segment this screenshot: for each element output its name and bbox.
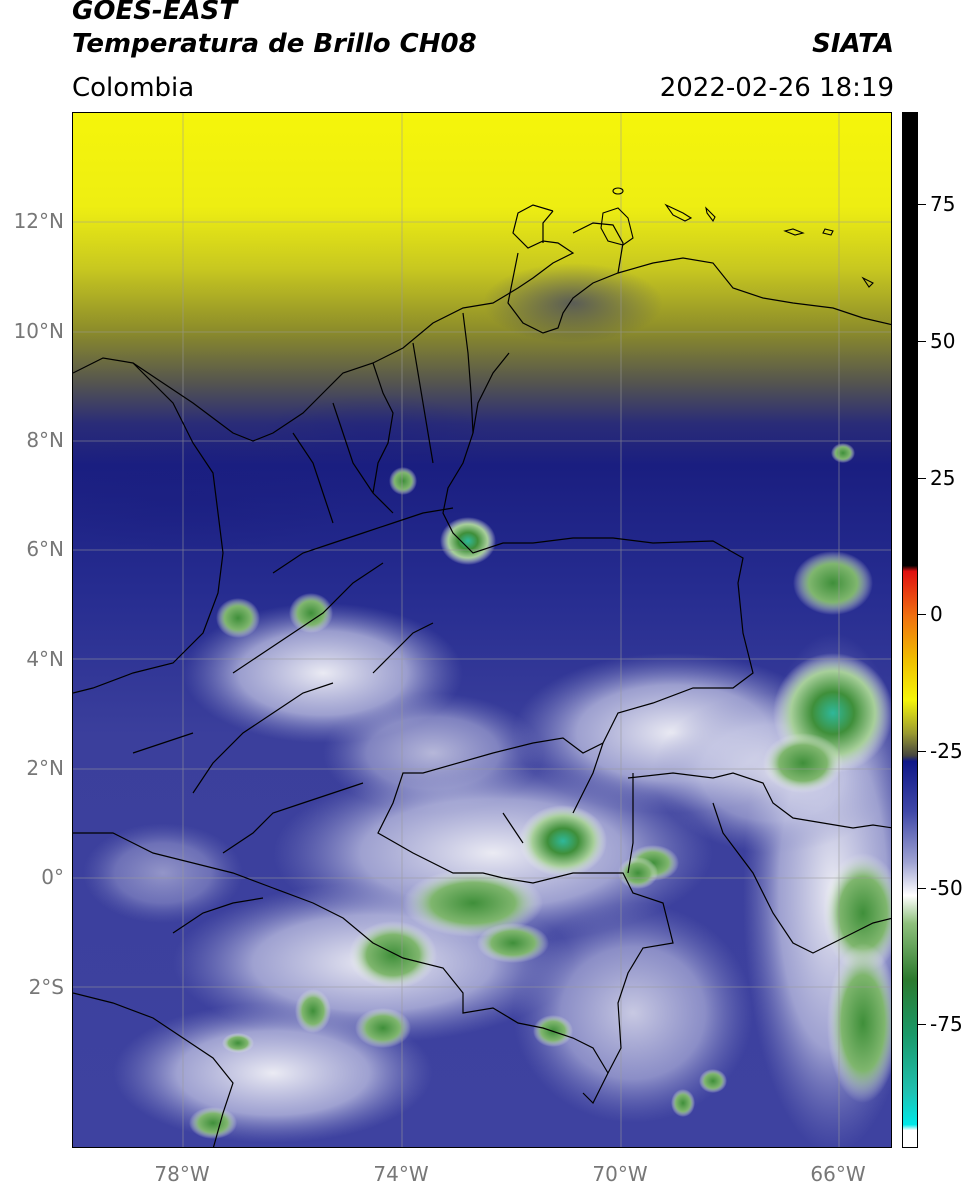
lat-label-0: 0°	[41, 865, 64, 889]
lon-label-78w: 78°W	[154, 1162, 210, 1186]
colorbar-label: -75	[930, 1012, 963, 1036]
lat-label-10n: 10°N	[13, 319, 64, 343]
lat-label-12n: 12°N	[13, 209, 64, 233]
lat-label-2n: 2°N	[26, 756, 64, 780]
colorbar-tick	[918, 614, 926, 615]
colorbar-label: 75	[930, 192, 956, 216]
lat-label-8n: 8°N	[26, 428, 64, 452]
colorbar-tick	[918, 751, 926, 752]
region-label: Colombia	[72, 73, 195, 103]
colorbar	[902, 112, 918, 1148]
lat-label-4n: 4°N	[26, 647, 64, 671]
colorbar-tick	[918, 204, 926, 205]
islands	[600, 187, 874, 288]
satellite-map	[72, 112, 892, 1148]
colorbar-label: -50	[930, 876, 963, 900]
agency-label: SIATA	[812, 29, 894, 59]
colorbar-label: 0	[930, 602, 943, 626]
colorbar-tick	[918, 478, 926, 479]
lat-label-2s: 2°S	[28, 975, 64, 999]
colorbar-tick	[918, 1024, 926, 1025]
lat-label-6n: 6°N	[26, 537, 64, 561]
lon-label-74w: 74°W	[373, 1162, 429, 1186]
colorbar-label: -25	[930, 739, 963, 763]
colorbar-tick	[918, 888, 926, 889]
product-title: Temperatura de Brillo CH08	[72, 29, 477, 59]
colorbar-label: 50	[930, 329, 956, 353]
lon-label-70w: 70°W	[592, 1162, 648, 1186]
lon-label-66w: 66°W	[810, 1162, 866, 1186]
satellite-title: GOES-EAST	[72, 0, 238, 26]
colorbar-label: 25	[930, 466, 956, 490]
brightness-temperature-image	[73, 113, 891, 1147]
colorbar-tick	[918, 341, 926, 342]
country-borders	[73, 204, 891, 1147]
timestamp-label: 2022-02-26 18:19	[659, 73, 894, 103]
